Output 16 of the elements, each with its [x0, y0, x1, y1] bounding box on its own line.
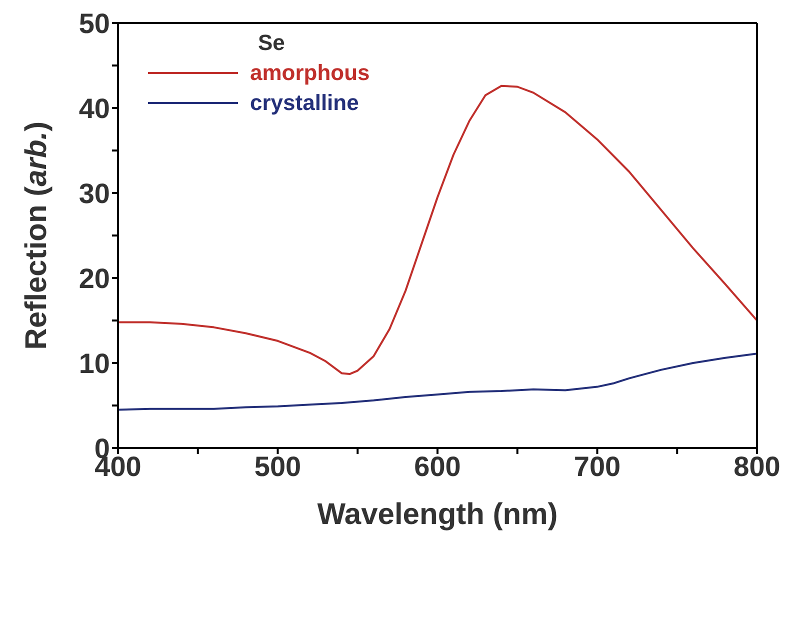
y-tick-label: 10: [78, 348, 110, 379]
y-tick-label: 40: [78, 92, 110, 124]
y-tick-label: 50: [78, 8, 110, 39]
x-tick-label: 800: [734, 450, 780, 482]
y-tick-label: 30: [78, 178, 110, 209]
x-axis-title: Wavelength (nm): [317, 498, 558, 531]
line-series: [118, 352, 757, 411]
y-axis-title: Reflection (arb.): [20, 121, 53, 350]
line-series: [118, 84, 757, 376]
x-tick-label: 500: [254, 450, 302, 482]
legend-label: crystalline: [250, 89, 359, 117]
x-tick-label: 600: [414, 450, 461, 482]
x-tick-label: 700: [574, 450, 621, 482]
legend-title: Se: [257, 29, 286, 57]
legend-label: amorphous: [250, 59, 370, 87]
y-tick-label: 20: [78, 262, 110, 294]
